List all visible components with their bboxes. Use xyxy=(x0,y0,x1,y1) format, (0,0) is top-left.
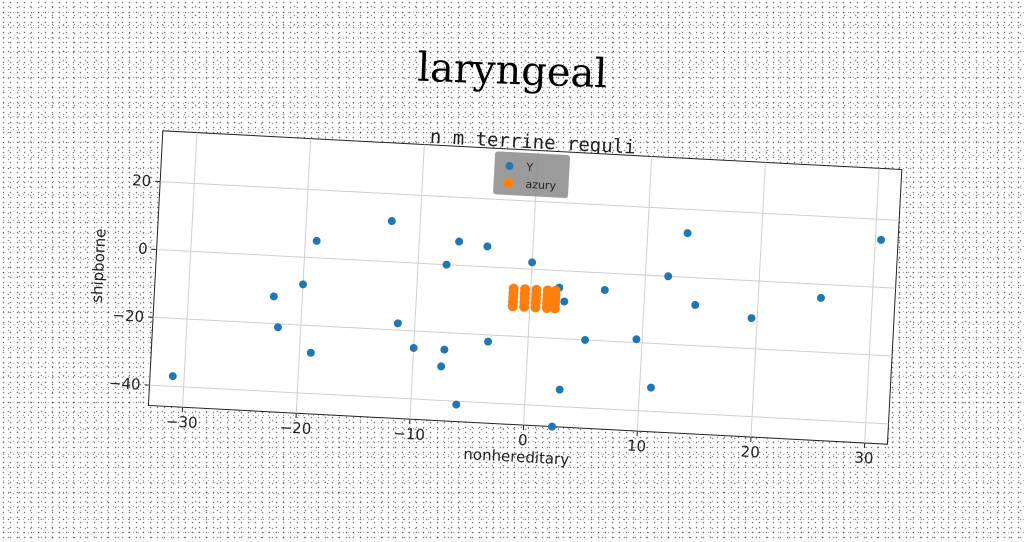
legend: Y azury xyxy=(493,151,570,198)
y-tick-label: −40 xyxy=(108,374,141,394)
x-tick-label: −10 xyxy=(393,424,426,444)
x-tick-label: 0 xyxy=(518,431,528,449)
y-tick-label: 0 xyxy=(138,240,148,258)
x-tick-label: 10 xyxy=(627,437,647,456)
x-tick-label: −20 xyxy=(279,418,312,438)
x-tick-label: −30 xyxy=(165,412,198,432)
legend-label-y: Y xyxy=(525,161,534,174)
y-tick-label: 20 xyxy=(132,171,152,190)
x-axis-label: nonhereditary xyxy=(463,445,570,469)
legend-label-azury: azury xyxy=(525,178,557,193)
y-axis-label: shipborne xyxy=(88,228,110,303)
y-tick-label: −20 xyxy=(112,306,145,326)
x-tick-label: 30 xyxy=(854,448,874,467)
x-tick-label: 20 xyxy=(740,443,760,462)
